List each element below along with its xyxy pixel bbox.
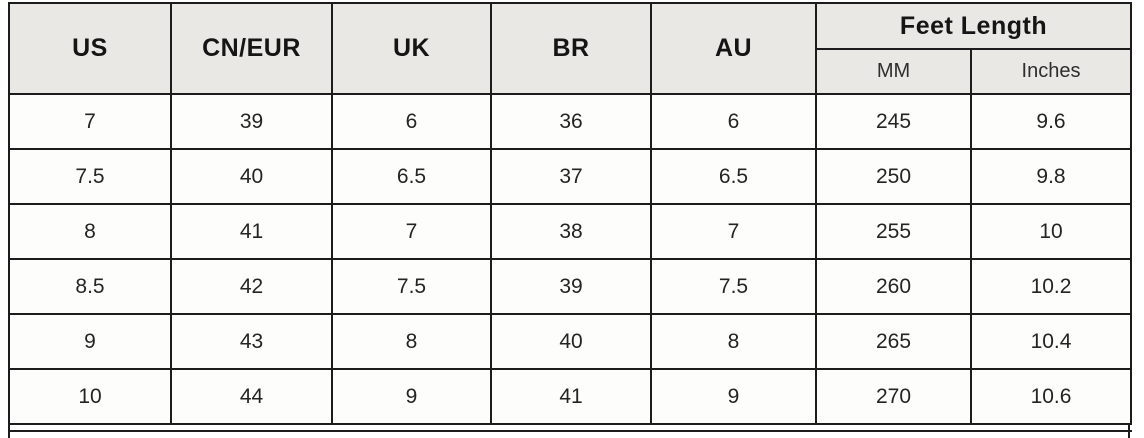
table-cell: 10 — [969, 203, 1133, 260]
column-header-inches: Inches — [969, 48, 1133, 95]
column-header-br: BR — [490, 2, 652, 95]
column-header-mm: MM — [815, 48, 972, 95]
table-cell: 7 — [331, 203, 492, 260]
table-cell: 7 — [8, 93, 172, 150]
table-cell: 41 — [170, 203, 333, 260]
table-cell: 10.2 — [969, 258, 1133, 315]
table-cell: 7.5 — [650, 258, 817, 315]
table-cell: 38 — [490, 203, 652, 260]
table-row: 10 44 9 41 9 270 10.6 — [8, 368, 1133, 425]
table-cell: 10 — [8, 368, 172, 425]
table-cell: 44 — [170, 368, 333, 425]
table-cell: 9 — [650, 368, 817, 425]
cropped-left-border — [8, 424, 10, 438]
table-cell: 8 — [331, 313, 492, 370]
table-cell: 250 — [815, 148, 972, 205]
table-cell: 6.5 — [650, 148, 817, 205]
table-cell: 6.5 — [331, 148, 492, 205]
table-cell: 8 — [650, 313, 817, 370]
table-cell: 42 — [170, 258, 333, 315]
table-body: 7 39 6 36 6 245 9.6 7.5 40 6.5 37 6.5 250 9.8 8 41 7 38 7 2… — [8, 93, 1133, 425]
table-cell: 7.5 — [331, 258, 492, 315]
table-cell: 9 — [8, 313, 172, 370]
table-cell: 10.4 — [969, 313, 1133, 370]
table-cell: 43 — [170, 313, 333, 370]
table-cell: 39 — [170, 93, 333, 150]
table-cell: 265 — [815, 313, 972, 370]
table-row: 9 43 8 40 8 265 10.4 — [8, 313, 1133, 370]
table-cell: 255 — [815, 203, 972, 260]
cropped-right-border — [1128, 424, 1130, 438]
header-row-main: US CN/EUR UK BR AU Feet Length — [8, 2, 1133, 95]
table-cell: 41 — [490, 368, 652, 425]
column-header-cn-eur: CN/EUR — [170, 2, 333, 95]
table-row: 8.5 42 7.5 39 7.5 260 10.2 — [8, 258, 1133, 315]
table-cell: 270 — [815, 368, 972, 425]
table-cell: 37 — [490, 148, 652, 205]
table-cell: 245 — [815, 93, 972, 150]
table-cell: 9.6 — [969, 93, 1133, 150]
cropped-next-row-top-border — [8, 430, 1132, 432]
table-cell: 8 — [8, 203, 172, 260]
shoe-size-table: US CN/EUR UK BR AU Feet Length MM Inches… — [8, 2, 1133, 425]
table-cell: 10.6 — [969, 368, 1133, 425]
column-header-uk: UK — [331, 2, 492, 95]
column-group-feet-length: Feet Length — [814, 2, 1133, 50]
table-cell: 8.5 — [8, 258, 172, 315]
column-header-us: US — [8, 2, 172, 95]
table-cell: 260 — [815, 258, 972, 315]
header-row-sub: MM Inches — [9, 48, 1133, 95]
table-cell: 7 — [650, 203, 817, 260]
table-cell: 9.8 — [969, 148, 1133, 205]
table-cell: 39 — [490, 258, 652, 315]
table-row: 8 41 7 38 7 255 10 — [8, 203, 1133, 260]
table-cell: 6 — [650, 93, 817, 150]
table-cell: 6 — [331, 93, 492, 150]
table-row: 7 39 6 36 6 245 9.6 — [8, 93, 1133, 150]
table-cell: 40 — [490, 313, 652, 370]
table-row: 7.5 40 6.5 37 6.5 250 9.8 — [8, 148, 1133, 205]
table-cell: 40 — [170, 148, 333, 205]
table-header: US CN/EUR UK BR AU Feet Length MM Inches — [8, 2, 1133, 95]
column-header-au: AU — [650, 2, 817, 95]
table-cell: 7.5 — [8, 148, 172, 205]
table-cell: 9 — [331, 368, 492, 425]
table-cell: 36 — [490, 93, 652, 150]
